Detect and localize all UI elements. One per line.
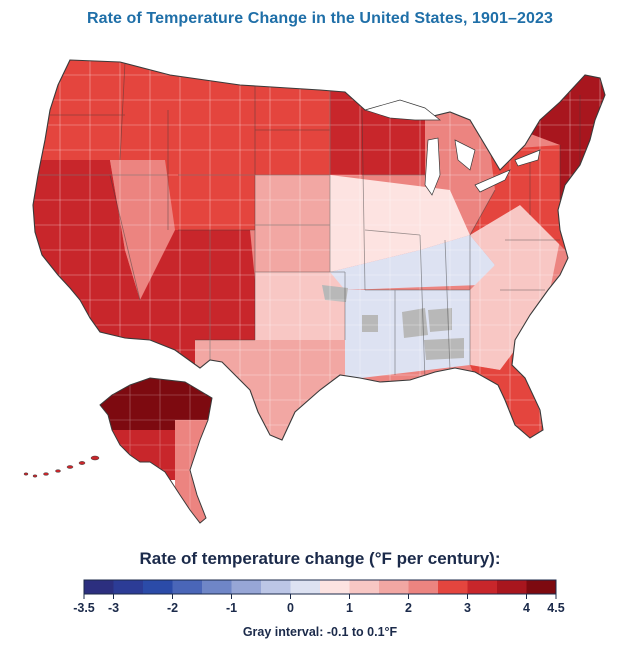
legend-swatch <box>408 580 438 594</box>
legend-swatch <box>143 580 173 594</box>
legend-swatch <box>172 580 202 594</box>
gray-patch-arkansas <box>362 315 378 332</box>
legend-tick-label: -3.5 <box>73 601 95 615</box>
legend-swatch <box>467 580 497 594</box>
legend-swatch <box>113 580 143 594</box>
region-texas-gulf[interactable] <box>195 340 350 450</box>
aleutian-islands <box>23 455 100 478</box>
legend-swatch <box>231 580 261 594</box>
legend-swatch <box>349 580 379 594</box>
legend-tick-label: 1 <box>346 601 353 615</box>
legend-tick-label: 4 <box>523 601 530 615</box>
alaska-outline <box>99 377 213 524</box>
legend-tick-label: -3 <box>108 601 119 615</box>
region-northern-plains[interactable] <box>255 50 330 175</box>
legend-swatch <box>202 580 232 594</box>
lake-erie <box>474 169 511 193</box>
region-ohio-valley[interactable] <box>330 175 470 272</box>
great-lakes-water <box>363 99 541 196</box>
region-florida[interactable] <box>470 350 548 440</box>
region-tennessee-valley[interactable] <box>330 235 495 290</box>
region-pacific-northwest[interactable] <box>30 50 160 160</box>
legend-tick-label: -1 <box>226 601 237 615</box>
legend-tick-label: 2 <box>405 601 412 615</box>
region-great-lakes[interactable] <box>425 110 495 235</box>
region-alaska-panhandle[interactable] <box>175 420 215 530</box>
region-alaska-south[interactable] <box>100 430 175 480</box>
gray-patch-mississippi <box>402 308 428 338</box>
conus-outline <box>32 59 606 441</box>
legend-tick-label: 4.5 <box>547 601 564 615</box>
state-boundaries <box>38 61 581 381</box>
map-title: Rate of Temperature Change in the United… <box>86 10 554 27</box>
legend-swatch <box>84 580 114 594</box>
region-great-basin[interactable] <box>110 160 175 300</box>
region-southeast-coast[interactable] <box>470 205 560 370</box>
legend-tick-label: 0 <box>287 601 294 615</box>
legend-swatch <box>526 580 556 594</box>
gray-patch-alabama-south <box>424 338 464 360</box>
gray-interval-note: Gray interval: -0.1 to 0.1°F <box>242 625 398 639</box>
lake-huron <box>454 139 476 171</box>
gray-patch-oklahoma <box>322 285 348 302</box>
legend-swatch <box>320 580 350 594</box>
legend-tick-label: -2 <box>167 601 178 615</box>
region-mid-atlantic[interactable] <box>470 145 565 250</box>
color-legend: -3.5 -3 -2 -1 0 1 2 3 4 4.5 <box>73 579 565 615</box>
region-central-plains[interactable] <box>255 175 330 272</box>
us-map <box>23 50 606 530</box>
region-northern-rockies[interactable] <box>160 50 255 230</box>
legend-swatch <box>497 580 527 594</box>
legend-frame <box>83 579 557 595</box>
gray-patch-alabama-north <box>428 308 452 332</box>
legend-title: Rate of temperature change (°F per centu… <box>139 549 501 568</box>
legend-swatch <box>379 580 409 594</box>
legend-swatch <box>261 580 291 594</box>
legend-swatch <box>290 580 320 594</box>
legend-tick-label: 3 <box>464 601 471 615</box>
legend-swatch <box>438 580 468 594</box>
lake-ontario <box>514 149 541 167</box>
lake-superior <box>363 99 441 121</box>
lake-michigan <box>424 137 441 196</box>
